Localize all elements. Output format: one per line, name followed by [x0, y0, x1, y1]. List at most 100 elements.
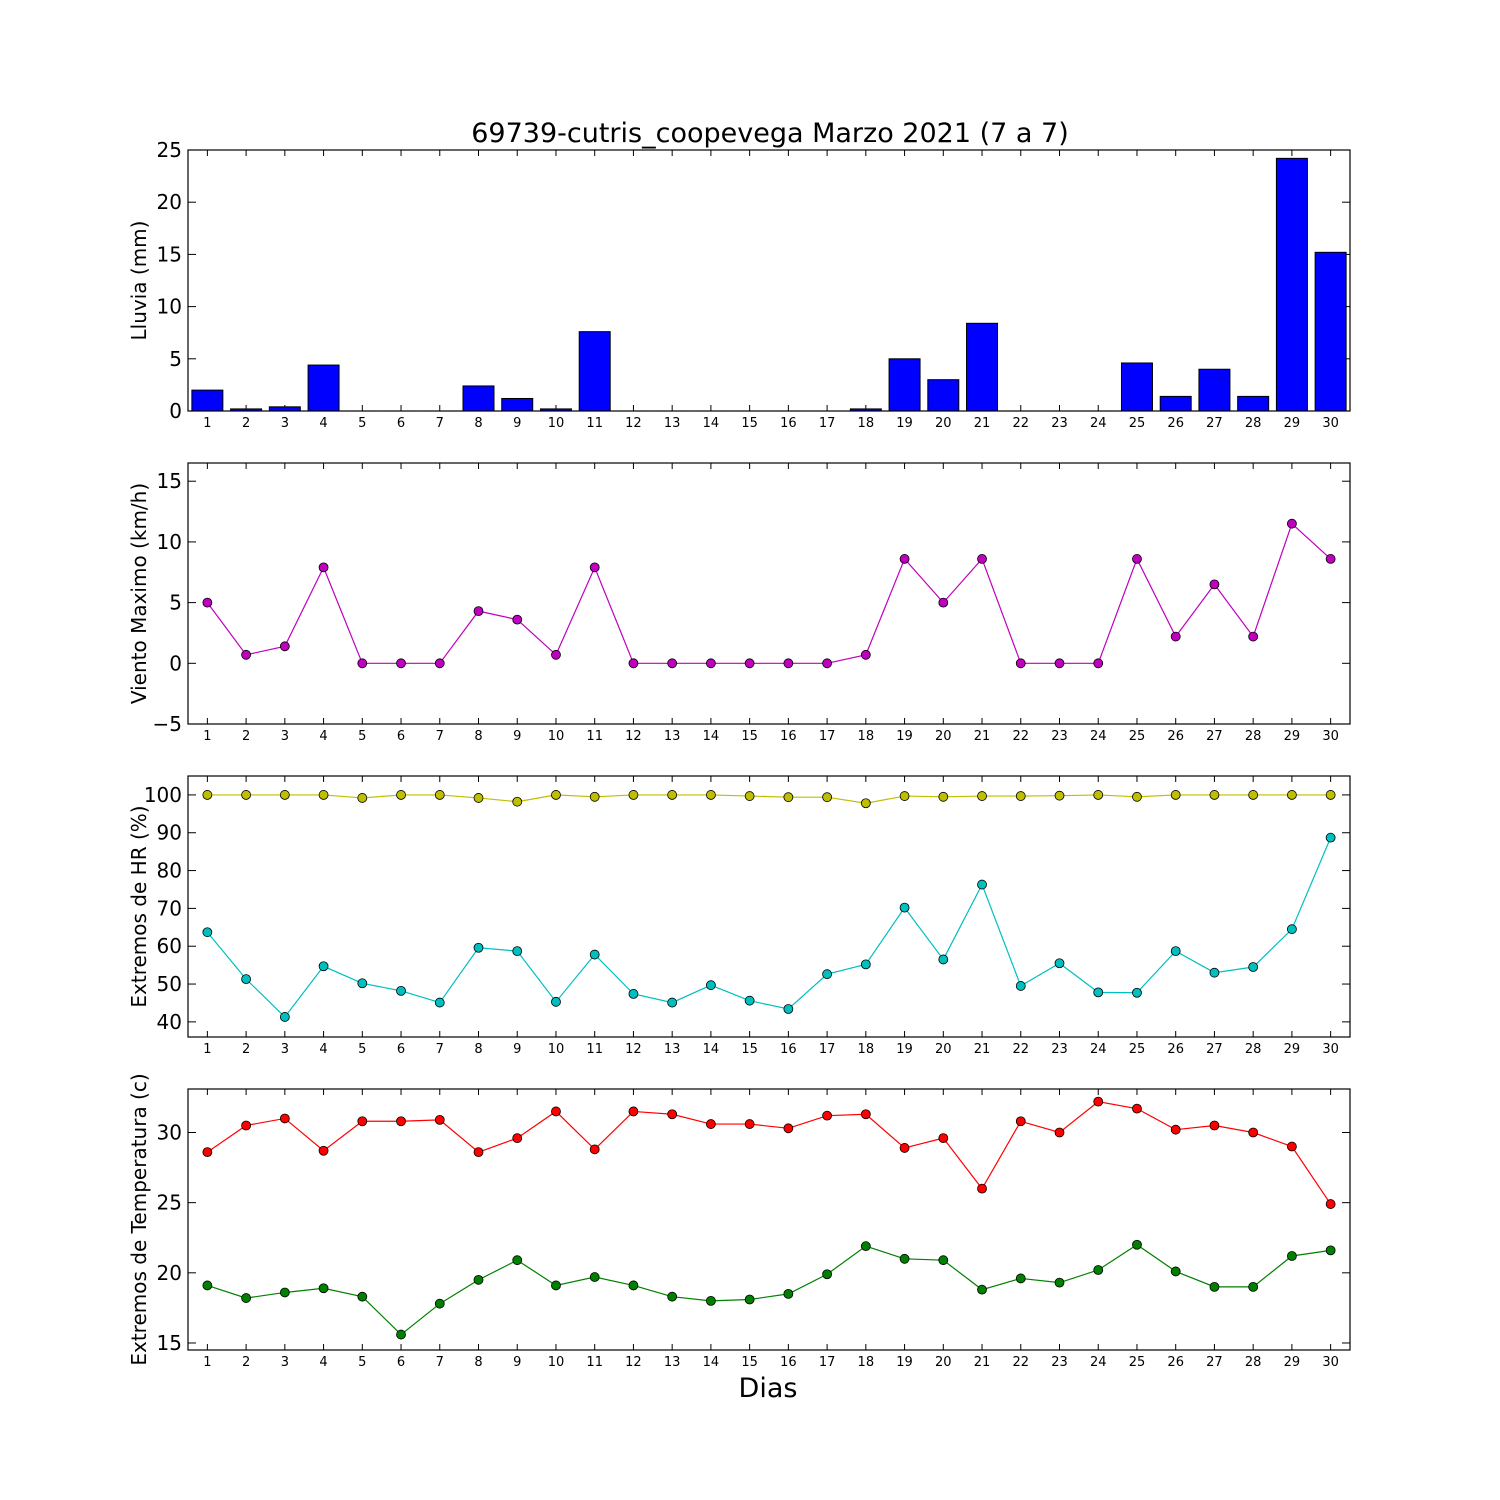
point-temp-0-day-11: [589, 1144, 600, 1155]
point-temp-1-day-14: [706, 1295, 716, 1306]
point-temp-0-day-28: [1248, 1127, 1259, 1138]
point-hr-1-day-11: [589, 949, 600, 960]
point-hr-0-day-7: [434, 790, 445, 800]
point-temp-0-day-25: [1132, 1103, 1142, 1114]
point-viento-0-day-6: [396, 658, 406, 669]
point-hr-0-day-6: [396, 790, 406, 800]
point-temp-1-day-25: [1132, 1239, 1142, 1250]
chart-title: 69739-cutris_coopevega Marzo 2021 (7 a 7…: [471, 118, 1068, 149]
x-tick-label-hr: 9: [513, 1042, 521, 1057]
x-tick-label-lluvia: 10: [548, 416, 565, 431]
x-tick-label-hr: 3: [281, 1042, 289, 1057]
point-temp-1-day-30: [1325, 1245, 1336, 1256]
x-tick-label-temp: 4: [319, 1355, 327, 1370]
x-tick-label-temp: 21: [974, 1355, 991, 1370]
x-tick-label-lluvia: 6: [397, 416, 405, 431]
point-viento-0-day-22: [1015, 658, 1026, 669]
point-viento-0-day-28: [1248, 631, 1259, 642]
x-tick-label-viento: 16: [780, 729, 797, 744]
x-tick-label-hr: 8: [474, 1042, 482, 1057]
x-tick-label-viento: 15: [741, 729, 758, 744]
bar-day-4: [307, 364, 340, 412]
x-tick-label-viento: 23: [1051, 729, 1068, 744]
point-temp-0-day-4: [318, 1145, 329, 1156]
point-temp-1-day-26: [1170, 1266, 1181, 1277]
series-line-viento-0: [206, 522, 1332, 664]
x-tick-label-viento: 14: [703, 729, 720, 744]
x-tick-label-viento: 20: [935, 729, 952, 744]
point-hr-1-day-22: [1015, 981, 1026, 991]
x-tick-label-temp: 1: [203, 1355, 211, 1370]
point-hr-1-day-2: [241, 974, 252, 985]
point-temp-1-day-4: [318, 1283, 329, 1294]
point-temp-0-day-15: [744, 1119, 755, 1129]
point-temp-1-day-7: [434, 1298, 445, 1309]
point-hr-1-day-18: [860, 959, 871, 970]
point-temp-1-day-1: [202, 1280, 213, 1291]
x-tick-label-lluvia: 14: [703, 416, 720, 431]
x-tick-label-lluvia: 19: [896, 416, 913, 431]
x-tick-label-temp: 24: [1090, 1355, 1107, 1370]
point-hr-1-day-16: [783, 1004, 794, 1014]
point-viento-0-day-26: [1170, 631, 1181, 642]
point-viento-0-day-29: [1287, 518, 1297, 529]
x-tick-label-viento: 3: [281, 729, 289, 744]
point-temp-0-day-16: [783, 1123, 794, 1134]
point-hr-1-day-30: [1325, 832, 1336, 843]
point-temp-0-day-5: [357, 1116, 368, 1127]
point-temp-1-day-22: [1015, 1273, 1026, 1284]
y-tick-label-lluvia: 5: [169, 347, 182, 371]
point-viento-0-day-7: [434, 658, 445, 669]
point-temp-1-day-10: [551, 1280, 561, 1291]
y-tick-label-lluvia: 10: [157, 295, 182, 319]
axes-frame-hr: [187, 775, 1351, 1038]
x-tick-label-temp: 20: [935, 1355, 952, 1370]
point-temp-1-day-20: [938, 1255, 949, 1266]
x-tick-label-temp: 25: [1129, 1355, 1146, 1370]
y-tick-label-viento: 15: [157, 469, 182, 493]
point-temp-1-day-3: [279, 1287, 290, 1298]
point-temp-0-day-10: [551, 1106, 561, 1117]
point-temp-0-day-27: [1209, 1120, 1220, 1131]
x-tick-label-hr: 20: [935, 1042, 952, 1057]
x-tick-label-viento: 30: [1322, 729, 1339, 744]
x-tick-label-temp: 26: [1167, 1355, 1184, 1370]
x-tick-label-hr: 13: [664, 1042, 681, 1057]
point-hr-0-day-27: [1209, 790, 1220, 800]
point-hr-0-day-25: [1132, 791, 1142, 802]
point-hr-1-day-25: [1132, 987, 1142, 998]
point-temp-0-day-21: [977, 1183, 987, 1194]
x-tick-label-viento: 18: [858, 729, 875, 744]
x-tick-label-temp: 10: [548, 1355, 565, 1370]
point-temp-1-day-6: [396, 1329, 406, 1340]
point-temp-1-day-15: [744, 1294, 755, 1305]
x-tick-label-hr: 12: [625, 1042, 642, 1057]
x-tick-label-viento: 17: [819, 729, 836, 744]
x-tick-label-temp: 14: [703, 1355, 720, 1370]
bar-day-3: [268, 406, 301, 412]
point-hr-1-day-7: [434, 997, 445, 1008]
x-tick-label-hr: 4: [319, 1042, 327, 1057]
point-hr-1-day-20: [938, 954, 949, 965]
point-temp-1-day-18: [860, 1241, 871, 1252]
point-hr-0-day-22: [1015, 791, 1026, 801]
point-hr-1-day-21: [977, 879, 987, 890]
point-temp-1-day-11: [589, 1272, 600, 1282]
y-tick-label-lluvia: 15: [157, 242, 182, 266]
point-viento-0-day-4: [318, 562, 329, 573]
point-hr-1-day-5: [357, 978, 368, 989]
bar-day-27: [1198, 368, 1231, 412]
point-hr-1-day-15: [744, 995, 755, 1006]
point-viento-0-day-14: [706, 658, 716, 669]
x-tick-label-viento: 9: [513, 729, 521, 744]
point-temp-0-day-24: [1093, 1096, 1104, 1107]
point-hr-1-day-6: [396, 985, 406, 996]
point-hr-1-day-13: [667, 997, 678, 1008]
point-viento-0-day-16: [783, 658, 794, 669]
point-viento-0-day-11: [589, 562, 600, 573]
point-hr-0-day-16: [783, 792, 794, 803]
point-temp-0-day-9: [512, 1133, 523, 1144]
x-tick-label-temp: 19: [896, 1355, 913, 1370]
x-tick-label-temp: 29: [1284, 1355, 1301, 1370]
